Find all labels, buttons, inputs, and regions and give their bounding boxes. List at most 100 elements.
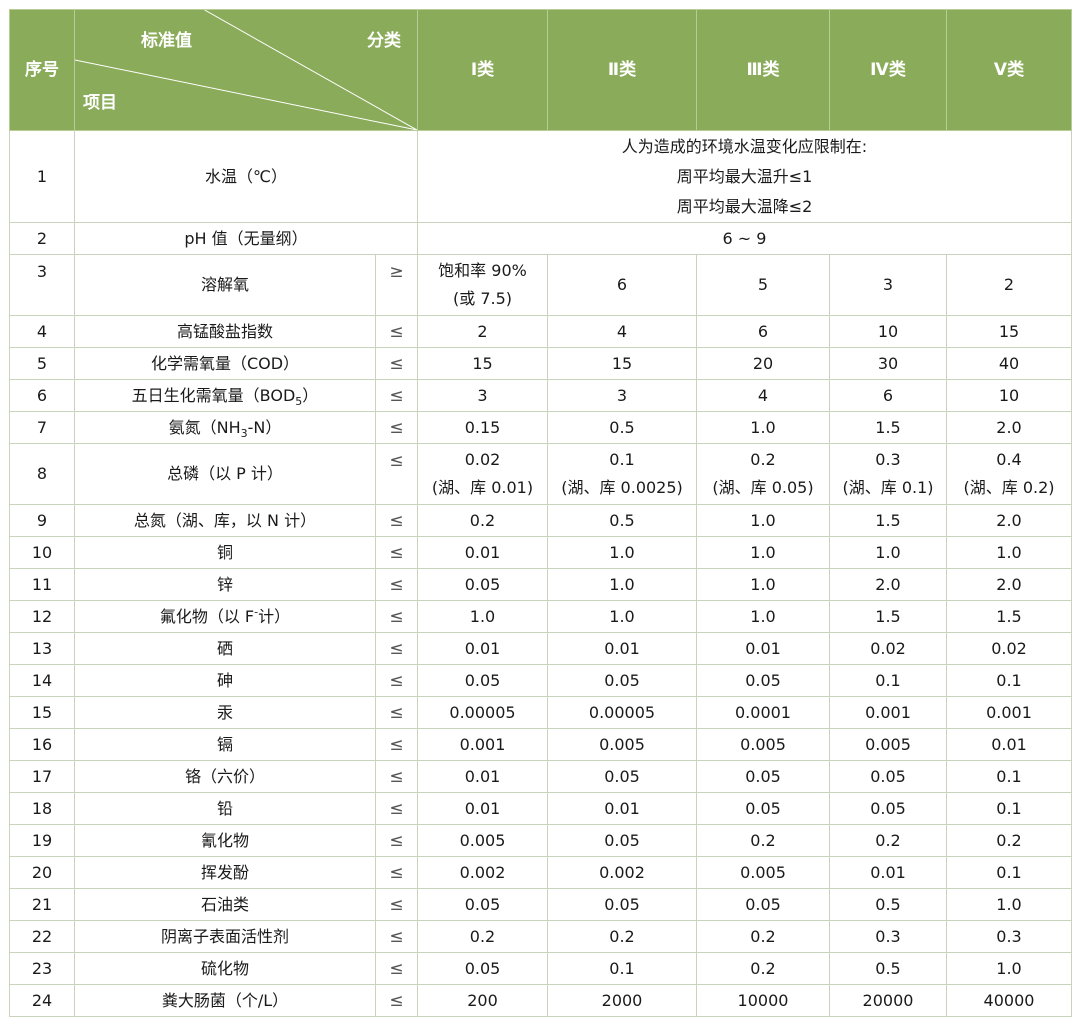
item-name-part: -N）	[247, 417, 282, 437]
value-cell: 1.0	[696, 536, 830, 569]
value-cell: 15	[946, 315, 1072, 348]
item-name-part: 计）	[258, 606, 291, 626]
row-number: 2	[9, 222, 75, 255]
value-cell: 3	[829, 254, 947, 316]
value-note: (湖、库 0.2)	[963, 478, 1055, 497]
value-line: 0.3	[875, 450, 901, 469]
value-cell: 0.5	[829, 952, 947, 985]
value-cell: 1.0	[417, 600, 548, 633]
table-row: 14 砷 ≤ 0.05 0.05 0.05 0.1 0.1	[9, 664, 1072, 697]
value-cell: 30	[829, 347, 947, 380]
value-cell: 0.01	[547, 632, 697, 665]
header-class-4: Ⅳ类	[829, 9, 947, 131]
value-cell: 0.2	[417, 504, 548, 537]
row-number: 23	[9, 952, 75, 985]
value-cell: 1.0	[696, 504, 830, 537]
item-name: 总氮（湖、库，以 N 计）	[74, 504, 376, 537]
comparison-symbol: ≤	[375, 347, 418, 380]
value-line: 周平均最大温降≤2	[676, 196, 813, 216]
value-line: 饱和率 90%	[438, 261, 527, 280]
row-number: 17	[9, 760, 75, 793]
item-name: 氟化物（以 F-计）	[74, 600, 376, 633]
value-cell: 0.001	[829, 696, 947, 729]
value-cell: 200	[417, 984, 548, 1017]
header-diagonal-cell: 标准值 分类 项目	[74, 9, 418, 131]
value-cell: 0.05	[547, 760, 697, 793]
row-number: 1	[9, 130, 75, 223]
table-row: 4 高锰酸盐指数 ≤ 2 4 6 10 15	[9, 315, 1072, 348]
comparison-symbol: ≤	[375, 792, 418, 825]
value-cell: 0.1	[946, 664, 1072, 697]
table-row: 12 氟化物（以 F-计） ≤ 1.0 1.0 1.0 1.5 1.5	[9, 600, 1072, 633]
table-row: 15 汞 ≤ 0.00005 0.00005 0.0001 0.001 0.00…	[9, 696, 1072, 729]
item-name: 总磷（以 P 计）	[74, 443, 376, 505]
item-name: 硫化物	[74, 952, 376, 985]
value-cell: 0.2	[696, 824, 830, 857]
subscript: 5	[295, 394, 303, 408]
value-line: 0.02	[464, 450, 501, 469]
value-cell: 10	[946, 379, 1072, 412]
item-name: pH 值（无量纲）	[74, 222, 418, 255]
row-number: 6	[9, 379, 75, 412]
value-cell: 0.05	[547, 824, 697, 857]
value-cell: 0.05	[696, 760, 830, 793]
value-cell: 6	[829, 379, 947, 412]
item-name: 硒	[74, 632, 376, 665]
comparison-symbol: ≤	[375, 632, 418, 665]
value-cell: 0.05	[696, 888, 830, 921]
row-number: 7	[9, 411, 75, 444]
item-name: 石油类	[74, 888, 376, 921]
value-cell: 1.0	[547, 600, 697, 633]
value-cell: 6	[547, 254, 697, 316]
value-cell: 0.2 (湖、库 0.05)	[696, 443, 830, 505]
water-quality-standards-table: 序号 标准值 分类 项目 Ⅰ类 Ⅱ类 Ⅲ类 Ⅳ类 Ⅴ类 1 水温（℃） 人为造成…	[9, 9, 1072, 1017]
value-cell: 0.05	[547, 664, 697, 697]
item-name: 高锰酸盐指数	[74, 315, 376, 348]
comparison-symbol: ≤	[375, 504, 418, 537]
table-row: 6 五日生化需氧量（BOD5） ≤ 3 3 4 6 10	[9, 379, 1072, 412]
value-cell: 3	[547, 379, 697, 412]
value-cell: 1.5	[829, 600, 947, 633]
row-number: 24	[9, 984, 75, 1017]
item-name: 汞	[74, 696, 376, 729]
value-cell: 0.001	[946, 696, 1072, 729]
value-cell: 0.2	[696, 952, 830, 985]
item-name: 铅	[74, 792, 376, 825]
comparison-symbol: ≤	[375, 728, 418, 761]
row-number: 15	[9, 696, 75, 729]
header-class-2: Ⅱ类	[547, 9, 697, 131]
comparison-symbol: ≤	[375, 760, 418, 793]
value-cell: 0.02	[946, 632, 1072, 665]
comparison-symbol: ≤	[375, 664, 418, 697]
table-row: 20 挥发酚 ≤ 0.002 0.002 0.005 0.01 0.1	[9, 856, 1072, 889]
value-cell: 1.0	[547, 536, 697, 569]
value-cell: 0.4 (湖、库 0.2)	[946, 443, 1072, 505]
value-cell: 1.0	[547, 568, 697, 601]
value-cell: 0.01	[417, 632, 548, 665]
row-number: 3	[9, 254, 75, 316]
row-number: 22	[9, 920, 75, 953]
value-cell: 1.0	[696, 411, 830, 444]
value-cell: 3	[417, 379, 548, 412]
comparison-symbol: ≤	[375, 315, 418, 348]
value-cell: 0.05	[417, 664, 548, 697]
item-name: 溶解氧	[74, 254, 376, 316]
value-cell: 10	[829, 315, 947, 348]
row-number: 10	[9, 536, 75, 569]
value-cell: 20	[696, 347, 830, 380]
value-cell: 0.3	[946, 920, 1072, 953]
value-cell: 0.05	[696, 664, 830, 697]
table-row: 19 氰化物 ≤ 0.005 0.05 0.2 0.2 0.2	[9, 824, 1072, 857]
value-note: (湖、库 0.01)	[431, 478, 534, 497]
header-item-label: 项目	[83, 93, 117, 113]
row-number: 18	[9, 792, 75, 825]
value-cell: 0.02	[829, 632, 947, 665]
value-cell: 0.005	[547, 728, 697, 761]
header-class-1: Ⅰ类	[417, 9, 548, 131]
table-row: 10 铜 ≤ 0.01 1.0 1.0 1.0 1.0	[9, 536, 1072, 569]
table-row: 2 pH 值（无量纲） 6 ~ 9	[9, 222, 1072, 255]
value-cell: 1.5	[946, 600, 1072, 633]
value-cell: 0.5	[829, 888, 947, 921]
table-row: 7 氨氮（NH3-N） ≤ 0.15 0.5 1.0 1.5 2.0	[9, 411, 1072, 444]
value-cell: 0.05	[696, 792, 830, 825]
